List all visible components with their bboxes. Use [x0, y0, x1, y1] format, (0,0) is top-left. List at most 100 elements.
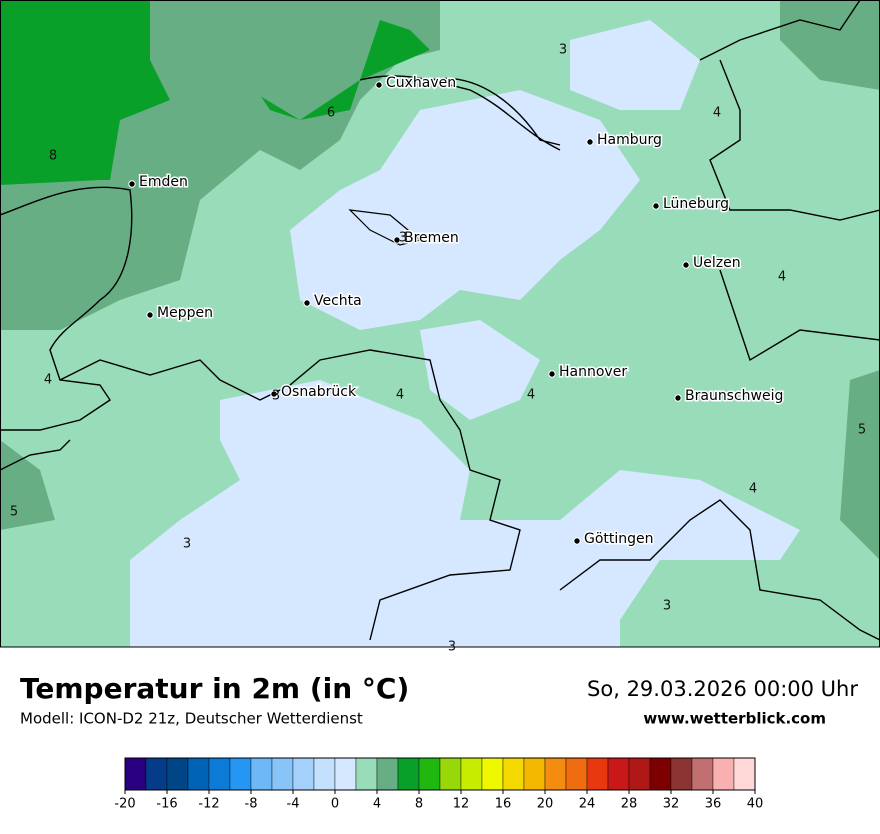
city-dot: [652, 202, 660, 210]
cool-area: [130, 380, 800, 647]
state-outline: [348, 209, 422, 246]
contour-label: 6: [327, 106, 335, 121]
colorbar-segment: [397, 757, 420, 791]
contour-label: 5: [10, 505, 18, 520]
contour-label: 3: [559, 43, 567, 58]
colorbar-tick-label: -4: [287, 797, 300, 812]
cool-area: [420, 320, 540, 420]
colorbar-tick-label: -16: [156, 797, 177, 812]
contour-label: 3: [663, 599, 671, 614]
colorbar: -20 -16 -12 -8 -4 0 4 8 12 16 20 24 28 32 36 40: [114, 757, 764, 812]
colorbar-segment: [376, 757, 399, 791]
contour-label: 4: [713, 106, 721, 121]
river-line: [359, 75, 561, 151]
border-line: [559, 0, 880, 641]
border-line: [0, 349, 521, 641]
subtitle: Modell: ICON-D2 21z, Deutscher Wetterdie…: [20, 710, 363, 728]
colorbar-tick-label: -8: [245, 797, 258, 812]
contour-label: 8: [49, 149, 57, 164]
colorbar-segment: [733, 757, 756, 791]
contour-label: 4: [749, 482, 757, 497]
city-dot: [270, 390, 278, 398]
city-dot: [393, 236, 401, 244]
city-dot: [146, 311, 154, 319]
colorbar-tick-label: 8: [415, 797, 423, 812]
colorbar-tick-label: 32: [663, 797, 680, 812]
colorbar-tick-label: 4: [373, 797, 381, 812]
colorbar-segment: [145, 757, 168, 791]
cities: Cuxhaven Hamburg Emden Lüneburg Bremen Uelzen…: [128, 74, 785, 549]
city-dot: [128, 180, 136, 188]
city-dot: [682, 261, 690, 269]
city-dot: [548, 370, 556, 378]
contour-label: 3: [448, 640, 456, 655]
city-label: Cuxhaven: [386, 75, 456, 91]
colorbar-segment: [313, 757, 336, 791]
contour-labels: 3 8 6 4 3 4 4 4 4 3 5 4 5 3 3 3: [10, 43, 866, 655]
colorbar-tick-label: -20: [114, 797, 135, 812]
contour-label: 4: [396, 388, 404, 403]
city-label: Osnabrück: [281, 384, 357, 400]
city-label: Vechta: [314, 293, 362, 309]
city-dot: [573, 537, 581, 545]
colorbar-segment: [208, 757, 231, 791]
contour-label: 3: [399, 231, 407, 246]
city-label: Braunschweig: [685, 388, 783, 404]
colorbar-tick-label: -12: [198, 797, 219, 812]
colorbar-tick-label: 36: [705, 797, 722, 812]
warm-area: [150, 0, 380, 120]
city-label: Göttingen: [584, 531, 654, 547]
colorbar-segment: [460, 757, 483, 791]
colorbar-segment: [187, 757, 210, 791]
colorbar-segment: [250, 757, 273, 791]
colorbar-segment: [607, 757, 630, 791]
contour-label: 4: [44, 373, 52, 388]
title: Temperatur in 2m (in °C): [20, 672, 409, 705]
city-label: Hamburg: [597, 132, 662, 148]
city-label: Emden: [139, 174, 188, 190]
colorbar-frame: [124, 757, 756, 791]
colorbar-segment: [418, 757, 441, 791]
colorbar-tick-label: 28: [621, 797, 638, 812]
colorbar-segment: [166, 757, 189, 791]
colorbar-tick-label: 12: [453, 797, 470, 812]
city-label: Uelzen: [693, 255, 741, 271]
colorbar-segment: [523, 757, 546, 791]
colorbar-segment: [649, 757, 672, 791]
colorbar-segment: [481, 757, 504, 791]
contour-label: 4: [527, 388, 535, 403]
colorbar-segment: [628, 757, 651, 791]
colorbar-segment: [565, 757, 588, 791]
contour-label: 5: [858, 423, 866, 438]
colorbar-tick-label: 40: [747, 797, 764, 812]
cool-area: [290, 90, 640, 330]
colorbar-segment: [292, 757, 315, 791]
contour-label: 4: [778, 270, 786, 285]
colorbar-tick-label: 20: [537, 797, 554, 812]
colorbar-segment: [502, 757, 525, 791]
cool-area: [570, 20, 700, 110]
colorbar-segment: [271, 757, 294, 791]
city-dot: [674, 394, 682, 402]
colorbar-segment: [229, 757, 252, 791]
colorbar-segment: [670, 757, 693, 791]
contour-label: 3: [272, 389, 280, 404]
colorbar-segment: [439, 757, 462, 791]
datetime: So, 29.03.2026 00:00 Uhr: [587, 677, 858, 701]
colorbar-segment: [544, 757, 567, 791]
city-label: Hannover: [559, 364, 627, 380]
colorbar-tick-label: 16: [495, 797, 512, 812]
city-label: Meppen: [157, 305, 213, 321]
contour-label: 3: [183, 537, 191, 552]
colorbar-segment: [586, 757, 609, 791]
colorbar-tick-label: 0: [331, 797, 339, 812]
warm-area: [840, 370, 880, 560]
colorbar-segment: [355, 757, 378, 791]
colorbar-segment: [334, 757, 357, 791]
city-dot: [375, 81, 383, 89]
colorbar-tick-label: 24: [579, 797, 596, 812]
map: Cuxhaven Hamburg Emden Lüneburg Bremen Uelzen…: [0, 0, 880, 655]
city-label: Lüneburg: [663, 196, 729, 212]
